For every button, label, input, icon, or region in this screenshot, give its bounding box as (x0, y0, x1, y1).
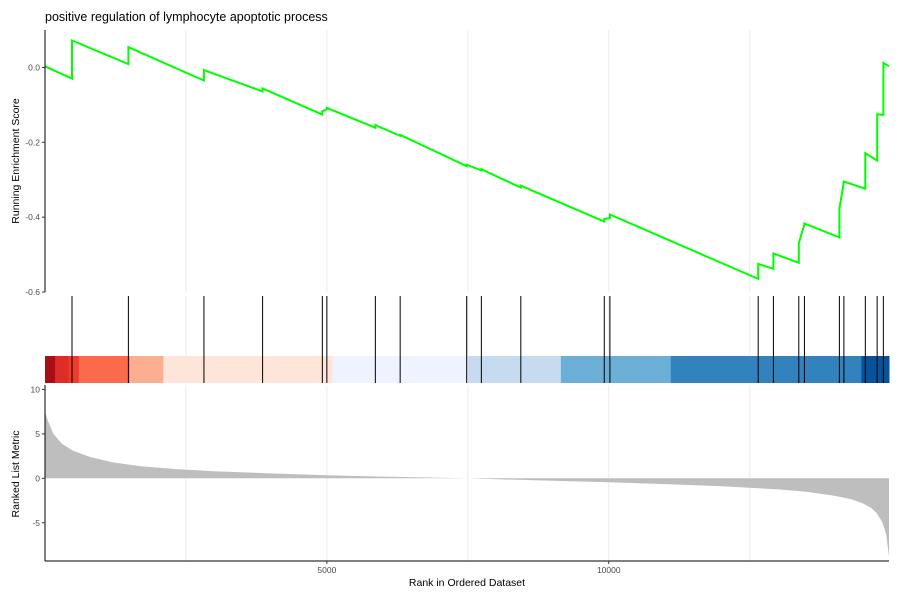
y-tick-label: 10 (31, 384, 41, 394)
ranked-metric-fill (45, 411, 889, 557)
color-bar-segment (68, 356, 80, 383)
gene-hit-marks (71, 296, 884, 383)
color-bar-segment (45, 356, 56, 383)
y-tick-label: -5 (32, 518, 40, 528)
color-bar-segment (78, 356, 131, 383)
color-bar-segment (129, 356, 164, 383)
y-tick-label: 0.0 (28, 62, 40, 72)
color-bar-segment (560, 356, 672, 383)
color-bar-segment (670, 356, 862, 383)
ranked-metric-axis-label: Ranked List Metric (10, 431, 22, 518)
running-score-y-axis: 0.0 -0.2 -0.4 -0.6 (25, 30, 46, 297)
rank-x-axis: 5000 10000 (45, 560, 889, 575)
y-tick-label: -0.2 (25, 137, 40, 147)
color-bar-segment (163, 356, 333, 383)
ranked-metric-y-axis: 10 5 0 -5 (31, 384, 46, 561)
x-tick-label: 5000 (317, 565, 336, 575)
y-tick-label: -0.4 (25, 212, 40, 222)
x-axis-label: Rank in Ordered Dataset (409, 577, 525, 589)
color-bar-segment (467, 356, 562, 383)
rank-color-bar (45, 356, 890, 383)
enrichment-score-line (44, 38, 890, 281)
color-bar-segment (55, 356, 70, 383)
ranked-metric-area (45, 411, 889, 557)
running-score-axis-label: Running Enrichment Score (10, 98, 22, 224)
chart-title: positive regulation of lymphocyte apopto… (45, 10, 328, 24)
y-tick-label: 0 (35, 473, 40, 483)
gene-hit-grid (185, 296, 751, 356)
running-score-plot (44, 38, 890, 281)
y-tick-label: 5 (35, 429, 40, 439)
x-tick-label: 10000 (597, 565, 621, 575)
running-score-grid (185, 30, 751, 292)
ranked-metric-grid (185, 385, 751, 561)
y-tick-label: -0.6 (25, 287, 40, 297)
color-bar-segment (861, 356, 890, 383)
